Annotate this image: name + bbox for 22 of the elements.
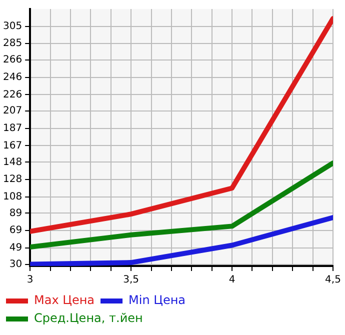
x-tick-label: 3,5 [123, 274, 140, 286]
y-tick-label: 305 [2, 20, 22, 32]
y-tick-label: 266 [2, 54, 22, 66]
y-tick-label: 285 [2, 38, 22, 50]
x-tick-label: 4,5 [325, 274, 341, 286]
legend-label: Max Цена [34, 293, 95, 308]
y-tick-label: 167 [2, 140, 22, 152]
y-tick-label: 207 [2, 106, 22, 117]
x-tick-label: 4 [228, 274, 236, 286]
y-tick-label: 30 [9, 258, 22, 270]
y-tick-label: 108 [2, 191, 22, 202]
y-tick-label: 187 [2, 123, 22, 134]
y-tick-label: 226 [2, 89, 22, 100]
legend-label: Min Цена [128, 293, 186, 308]
y-tick-label: 89 [9, 208, 22, 219]
legend-label: Сред.Цена, т.йен [34, 311, 143, 326]
y-tick-label: 128 [2, 174, 22, 186]
y-tick-label: 49 [9, 242, 22, 254]
x-tick-label: 3 [26, 274, 34, 286]
y-tick-label: 148 [2, 156, 22, 168]
y-tick-label: 246 [2, 72, 22, 83]
y-tick-label: 69 [9, 225, 22, 236]
